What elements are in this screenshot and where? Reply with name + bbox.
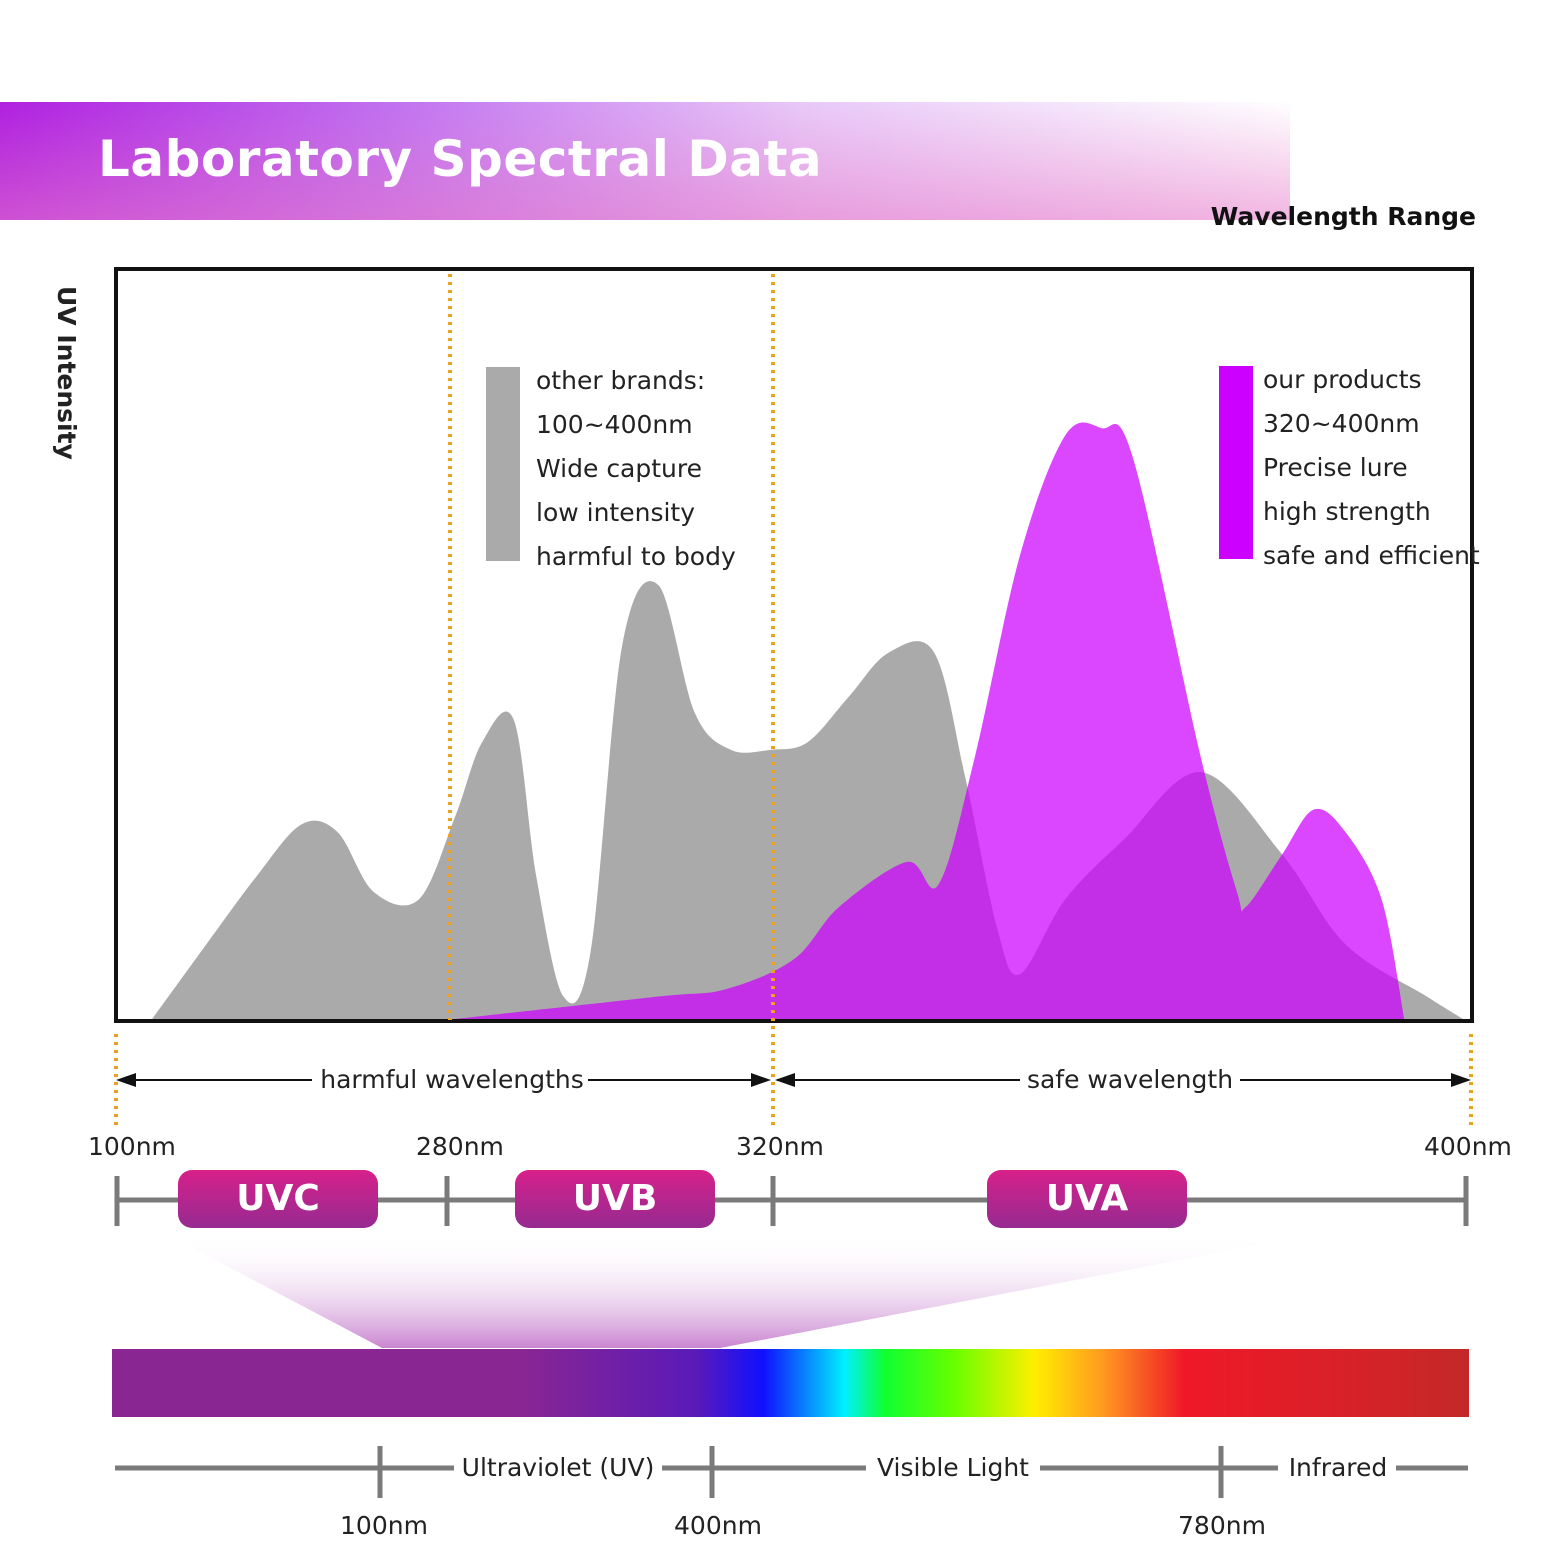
chart-subtitle: Wavelength Range	[1210, 202, 1476, 231]
legend-other-line-3: Wide capture	[536, 454, 703, 483]
band-uvc: UVC	[178, 1170, 378, 1228]
legend-ours-line-3: Precise lure	[1263, 453, 1408, 482]
harmful-range-arrow	[116, 1073, 771, 1087]
segment-ultraviolet: Ultraviolet (UV)	[462, 1453, 655, 1482]
legend-swatch-ours	[1219, 366, 1253, 559]
legend-ours-line-4: high strength	[1263, 497, 1431, 526]
legend-other-line-2: 100~400nm	[536, 410, 693, 439]
title-banner	[0, 102, 1290, 220]
segment-infrared: Infrared	[1289, 1453, 1388, 1482]
spectrum-scale	[115, 1446, 1468, 1498]
legend-other-line-5: harmful to body	[536, 542, 736, 571]
zoom-funnel	[170, 1236, 1305, 1348]
scale-label-100nm: 100nm	[88, 1132, 176, 1161]
band-uva: UVA	[987, 1170, 1187, 1228]
plot-area	[114, 267, 1474, 1125]
harmful-range-label: harmful wavelengths	[320, 1065, 584, 1094]
legend-swatch-other	[486, 367, 520, 561]
spectrum-tick-400nm: 400nm	[674, 1511, 762, 1540]
safe-range-label: safe wavelength	[1027, 1065, 1233, 1094]
spectrum-tick-780nm: 780nm	[1178, 1511, 1266, 1540]
page-title: Laboratory Spectral Data	[98, 130, 823, 188]
segment-visible-light: Visible Light	[877, 1453, 1029, 1482]
plot-frame	[114, 267, 1474, 1023]
legend-ours-line-2: 320~400nm	[1263, 409, 1420, 438]
scale-label-400nm: 400nm	[1424, 1132, 1512, 1161]
legend-other-line-4: low intensity	[536, 498, 696, 527]
legend-ours-line-5: safe and efficient	[1263, 541, 1480, 570]
spectrum-tick-100nm: 100nm	[340, 1511, 428, 1540]
spectrum-bar	[112, 1349, 1469, 1417]
scale-label-320nm: 320nm	[736, 1132, 824, 1161]
legend-other-line-1: other brands:	[536, 366, 706, 395]
band-uvb: UVB	[515, 1170, 715, 1228]
series-area-our-products	[455, 422, 1405, 1020]
safe-range-arrow	[775, 1073, 1471, 1087]
legend-ours-line-1: our products	[1263, 365, 1422, 394]
scale-label-280nm: 280nm	[416, 1132, 504, 1161]
